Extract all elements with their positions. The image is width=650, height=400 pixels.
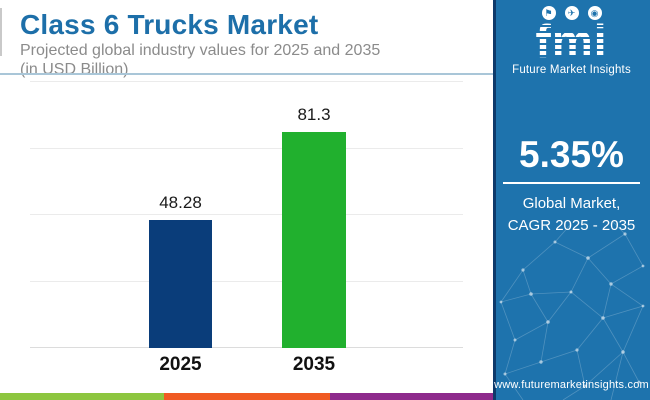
logo-icon-row: ⚑ ✈ ◉ — [493, 6, 650, 20]
footer-stripe-green — [0, 393, 164, 400]
fmi-logo: ⚑ ✈ ◉ fmi Future Market Insights — [493, 6, 650, 76]
stat-divider — [503, 182, 640, 184]
plane-icon: ✈ — [564, 6, 579, 20]
subtitle-line1: Projected global industry values for 202… — [20, 42, 381, 59]
subtitle-line2: (in USD Billion) — [20, 61, 129, 78]
bar-group-2025: 48.28 2025 — [149, 82, 212, 375]
bar-value-label-2035: 81.3 — [297, 105, 331, 124]
gridline-75 — [30, 147, 463, 149]
gridline-25 — [30, 280, 463, 282]
bar-group-2035: 81.3 2035 — [282, 82, 346, 375]
axis-label-2025: 2025 — [159, 354, 202, 375]
cagr-label-line1: Global Market, — [522, 195, 621, 212]
network-pattern-decoration — [499, 222, 645, 400]
cagr-label-line2: CAGR 2025 - 2035 — [507, 217, 636, 234]
chart-panel: Class 6 Trucks Market Projected global i… — [0, 8, 493, 400]
cagr-value: 5.35% — [519, 134, 624, 175]
page-title: Class 6 Trucks Market — [20, 9, 319, 40]
cagr-stat: 5.35% Global Market, CAGR 2025 - 2035 — [493, 136, 650, 237]
flag-icon: ⚑ — [541, 6, 556, 20]
footer-accent-stripes — [0, 393, 493, 400]
axis-label-2035: 2035 — [292, 354, 336, 375]
fmi-wordmark-stripes — [535, 21, 608, 61]
bar-2025 — [149, 220, 212, 348]
bar-value-label-2025: 48.28 — [159, 193, 202, 212]
globe-icon: ◉ — [587, 6, 602, 20]
header: Class 6 Trucks Market Projected global i… — [20, 9, 480, 79]
logo-tagline: Future Market Insights — [512, 64, 631, 76]
header-divider — [0, 73, 493, 75]
gridline-0 — [30, 347, 463, 348]
left-edge-accent — [0, 8, 2, 56]
bar-2035 — [282, 132, 346, 348]
gridline-50 — [30, 214, 463, 215]
fmi-wordmark: fmi — [535, 18, 608, 64]
footer-stripe-orange — [164, 393, 330, 400]
bar-chart: 48.28 2025 81.3 2035 — [30, 81, 463, 375]
gridline-100 — [30, 81, 463, 82]
sidebar-edge-accent — [493, 0, 496, 400]
footer-stripe-purple — [330, 393, 493, 400]
website-url: www.futuremarketinsights.com — [494, 379, 649, 391]
brand-sidebar: ⚑ ✈ ◉ fmi Future Market Insights 5.35% G… — [493, 0, 650, 400]
